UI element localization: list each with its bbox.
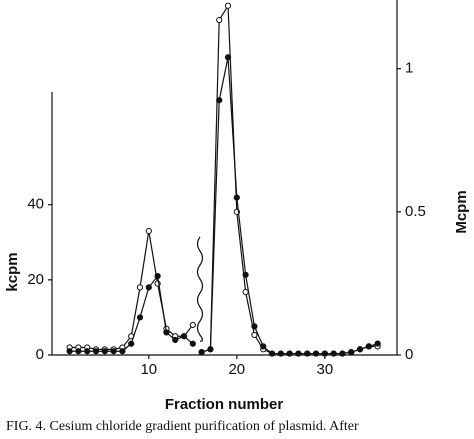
y2-tick-label: 0.5	[405, 203, 426, 220]
data-point	[136, 314, 144, 321]
data-point	[260, 343, 267, 350]
data-point	[92, 348, 100, 355]
y-tick-label: 40	[27, 196, 44, 213]
data-point	[172, 336, 179, 344]
data-point	[286, 350, 293, 357]
y2-axis-title: Mcpm	[453, 190, 470, 233]
data-point	[374, 340, 381, 347]
y2-tick-label: 0	[405, 346, 413, 363]
data-point	[207, 346, 214, 353]
axis-break	[196, 236, 204, 342]
data-point	[224, 2, 232, 9]
data-point	[216, 97, 223, 104]
x-tick-label: 10	[140, 361, 157, 378]
data-point	[110, 348, 117, 355]
caption: FIG. 4. Cesium chloride gradient purific…	[6, 419, 359, 434]
data-point	[295, 350, 302, 357]
y-axis-title: kcpm	[4, 252, 21, 291]
data-point	[154, 273, 161, 280]
data-point	[348, 349, 355, 356]
data-point	[84, 348, 91, 355]
series-line	[201, 57, 378, 355]
data-point	[189, 340, 196, 347]
x-axis-title: Fraction number	[165, 396, 284, 413]
data-point	[66, 348, 73, 355]
data-point	[180, 333, 188, 340]
data-point	[101, 348, 108, 355]
data-point	[224, 54, 232, 61]
data-point	[119, 348, 126, 355]
data-point	[277, 350, 284, 357]
data-point	[242, 271, 249, 278]
data-point	[251, 323, 258, 330]
data-point	[321, 350, 328, 357]
data-point	[189, 321, 196, 329]
data-point	[312, 350, 320, 357]
data-point	[233, 194, 240, 201]
x-tick-label: 20	[228, 361, 245, 378]
y-tick-label: 0	[36, 346, 44, 363]
data-point	[128, 340, 135, 347]
data-point	[145, 284, 152, 291]
data-point	[242, 288, 249, 296]
data-point	[356, 346, 364, 353]
series-line	[69, 230, 194, 350]
data-point	[75, 348, 82, 355]
x-tick-label: 30	[316, 361, 333, 378]
data-point	[216, 16, 223, 24]
y-tick-label: 20	[27, 271, 44, 288]
data-point	[198, 349, 205, 356]
y2-tick-label: 1	[405, 60, 413, 77]
data-point	[339, 350, 346, 357]
data-point	[365, 343, 372, 350]
data-point	[304, 350, 311, 357]
data-point	[330, 350, 337, 357]
data-point	[163, 329, 170, 336]
data-point	[145, 227, 152, 235]
data-point	[251, 331, 258, 339]
data-point	[268, 350, 276, 357]
data-point	[136, 284, 144, 291]
